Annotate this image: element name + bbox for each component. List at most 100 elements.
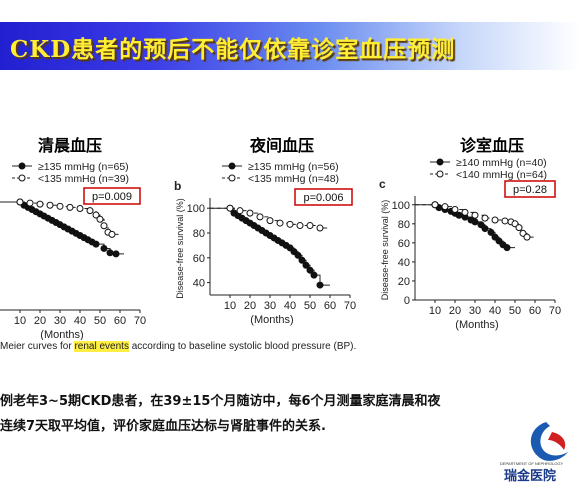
panel3-series-2-point xyxy=(471,211,479,219)
panel1-series-2-point xyxy=(92,211,100,219)
panel3-y-tick-label: 20 xyxy=(398,276,410,288)
panel3-x-tick-label: 30 xyxy=(469,305,481,317)
panel2-x-tick-label: 40 xyxy=(284,300,296,312)
panel1-x-tick-label: 20 xyxy=(34,315,46,327)
panel2-series-2-point xyxy=(236,207,244,215)
caption-prefix: Meier curves for xyxy=(0,341,75,352)
panel2-x-tick-label: 50 xyxy=(304,300,316,312)
panel1-series-2-point xyxy=(108,230,116,238)
panel2-series-1-point xyxy=(302,261,310,269)
panel1-legend-marker xyxy=(18,162,26,170)
panel2-legend-marker xyxy=(228,174,236,182)
panel1-x-tick-label: 60 xyxy=(114,315,126,327)
panel3-x-tick-label: 20 xyxy=(449,305,461,317)
panel1-series-1-point xyxy=(106,249,114,257)
panel1-series-2-point xyxy=(56,202,64,210)
title-bar xyxy=(0,22,580,70)
panel3-x-tick-label: 50 xyxy=(509,305,521,317)
panel1-x-axis-label: (Months) xyxy=(40,329,83,340)
panel2-series-1-point xyxy=(306,266,314,274)
panel1-pvalue-box xyxy=(83,187,141,205)
panel2-series-1-point xyxy=(310,271,318,279)
heading-morning: 清晨血压 xyxy=(38,136,103,155)
body-line-2: 连续7天取平均值，评价家庭血压达标与肾脏事件的关系. xyxy=(0,419,326,434)
panel2-x-axis-label: (Months) xyxy=(250,314,293,326)
body-line-1: 例老年3~5期CKD患者，在39±15个月随访中，每6个月测量家庭清晨和夜 xyxy=(0,394,441,409)
panel1-series-1-point xyxy=(92,240,100,248)
panel2-y-tick-label: 80 xyxy=(193,228,205,240)
panel1-series-2-point xyxy=(26,199,34,207)
panel3-panel-letter: c xyxy=(379,177,386,191)
panel3-series-2-point xyxy=(515,224,523,232)
panel3-legend-label: <140 mmHg (n=64) xyxy=(456,169,547,181)
panel3-x-tick-label: 10 xyxy=(429,305,441,317)
panel3-y-axis-label: Disease-free survival (%) xyxy=(380,200,390,301)
panel1-series-1-point xyxy=(112,250,120,258)
caption-highlight: renal events xyxy=(74,341,129,352)
slide-title: CKD患者的预后不能仅依靠诊室血压预测 xyxy=(10,36,456,63)
panel3-legend-label: ≥140 mmHg (n=40) xyxy=(456,157,547,169)
panel2-legend-marker xyxy=(228,162,236,170)
panel2-y-tick-label: 100 xyxy=(187,203,205,215)
panel1-x-tick-label: 10 xyxy=(14,315,26,327)
panel3-series-2-point xyxy=(431,201,439,209)
panel3-x-tick-label: 70 xyxy=(549,305,561,317)
panel2-panel-letter: b xyxy=(174,179,181,193)
panel3-y-tick-label: 40 xyxy=(398,257,410,269)
panel2-x-tick-label: 70 xyxy=(344,300,356,312)
figure-caption: Meier curves for renal events according … xyxy=(0,341,356,352)
heading-clinic: 诊室血压 xyxy=(460,136,525,155)
panel1-series-1-point xyxy=(100,244,108,252)
caption-suffix: according to baseline systolic blood pre… xyxy=(128,341,357,352)
panel2-series-2-point xyxy=(256,213,264,221)
chart-panels: 10 20 30 40 50 60 70 (Months) p=0.009 ≥135 mmHg (… xyxy=(0,157,561,340)
panel3-y-tick-label: 60 xyxy=(398,238,410,250)
panel1-x-tick-label: 50 xyxy=(94,315,106,327)
panel2-x-tick-label: 10 xyxy=(224,300,236,312)
panel2-y-axis-label: Disease-free survival (%) xyxy=(175,198,185,299)
panel2-legend-label: ≥135 mmHg (n=56) xyxy=(248,161,339,173)
panel3-series-2-point xyxy=(501,217,509,225)
panel2-series-2-point xyxy=(306,222,314,230)
panel3-legend-marker xyxy=(436,170,444,178)
panel3-y-tick-label: 100 xyxy=(392,200,410,212)
panel2-series-1-point xyxy=(316,281,324,289)
panel2-y-tick-label: 60 xyxy=(193,253,205,265)
panel1-legend-label: <135 mmHg (n=39) xyxy=(38,173,129,185)
logo-swirl-icon xyxy=(530,422,568,461)
panel3-x-tick-label: 60 xyxy=(529,305,541,317)
panel1-pvalue: p=0.009 xyxy=(92,191,132,203)
panel2-x-tick-label: 30 xyxy=(264,300,276,312)
panel1-legend-label: ≥135 mmHg (n=65) xyxy=(38,161,129,173)
panel3-series-2-point xyxy=(451,206,459,214)
panel2-series-2-point xyxy=(266,217,274,225)
panel3-series-1-point xyxy=(503,244,511,252)
panel1-series-2-point xyxy=(16,198,24,206)
panel3-series-1-point xyxy=(471,218,479,226)
panel2-legend-label: <135 mmHg (n=48) xyxy=(248,173,339,185)
panel3-x-tick-label: 40 xyxy=(489,305,501,317)
panel3-series-1-point xyxy=(481,225,489,233)
panel2-y-tick-label: 40 xyxy=(193,278,205,290)
panel3-series-2-point xyxy=(491,216,499,224)
panel3-pvalue: p=0.28 xyxy=(513,184,547,196)
panel1-series-2-point xyxy=(36,200,44,208)
panel2-pvalue: p=0.006 xyxy=(303,192,343,204)
panel1-series-2-point xyxy=(96,215,104,223)
panel3-pvalue-box xyxy=(504,180,556,198)
panel3-series-1-point xyxy=(487,228,495,236)
panel1-series-2-point xyxy=(76,204,84,212)
panel2-series-2-point xyxy=(226,204,234,212)
panel1-x-tick-label: 30 xyxy=(54,315,66,327)
panel3-x-axis-label: (Months) xyxy=(455,319,498,331)
panel2-series-2-point xyxy=(276,219,284,227)
panel1-series-2-point xyxy=(46,201,54,209)
panel3-y-tick-label: 80 xyxy=(398,219,410,231)
panel1-series-2-point xyxy=(100,222,108,230)
logo-department: DEPARTMENT OF NEPHROLOGY xyxy=(500,461,563,466)
panel3-series-2-point xyxy=(441,203,449,211)
panel3-series-2-point xyxy=(481,214,489,222)
panel3-series-2-point xyxy=(523,233,531,241)
panel3-legend-marker xyxy=(436,158,444,166)
panel3-series-1-point xyxy=(455,211,463,219)
